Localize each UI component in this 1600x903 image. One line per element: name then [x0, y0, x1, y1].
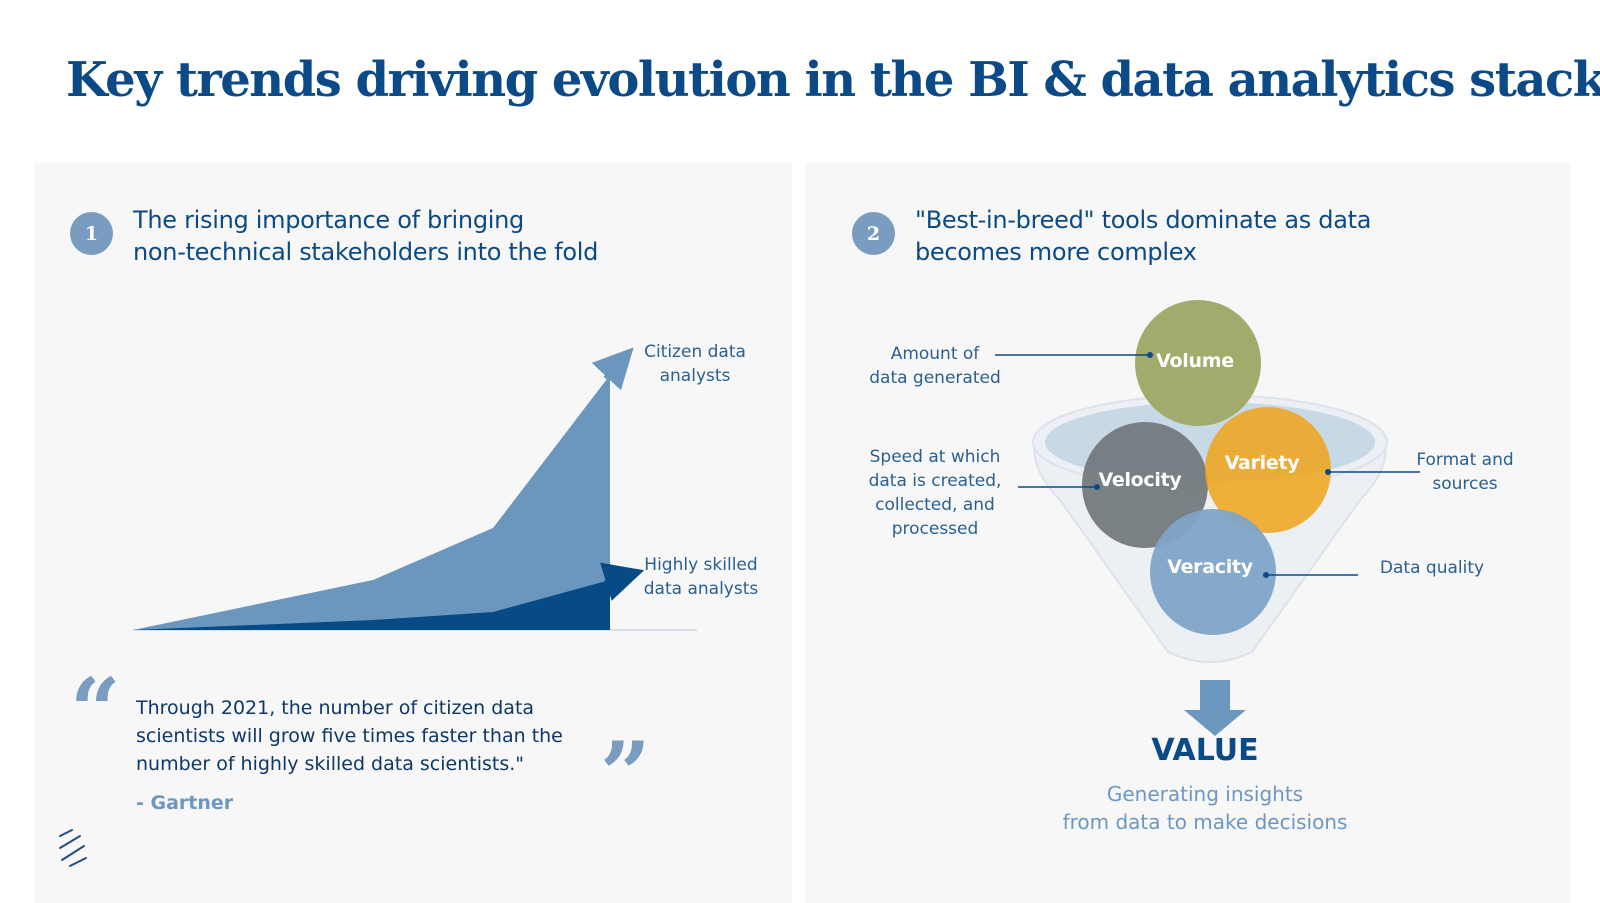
- step-number-2-badge: 2: [852, 212, 895, 255]
- skilled-analysts-arrow: [600, 562, 645, 601]
- quote-line: scientists will grow five times faster t…: [136, 725, 563, 747]
- page-title: Key trends driving evolution in the BI &…: [66, 52, 1600, 108]
- volume-description-line: data generated: [869, 368, 1001, 388]
- variety-description-line: Format and: [1416, 450, 1514, 470]
- citizen-analysts-area: [133, 375, 610, 630]
- value-subtitle-line: Generating insights: [1106, 782, 1304, 806]
- velocity-description: Speed at which data is created, collecte…: [855, 445, 1015, 541]
- down-arrow-icon: [1184, 680, 1246, 736]
- quote-line: number of highly skilled data scientists…: [136, 753, 525, 775]
- veracity-connector-dot: [1263, 572, 1269, 578]
- velocity-description-line: collected, and: [875, 495, 995, 515]
- variety-description-line: sources: [1432, 474, 1498, 494]
- variety-connector-dot: [1325, 469, 1331, 475]
- trend-1-heading: The rising importance of bringing non-te…: [133, 204, 598, 268]
- velocity-connector-dot: [1094, 484, 1100, 490]
- quote-author: - Gartner: [136, 792, 234, 814]
- volume-description-line: Amount of: [890, 344, 980, 364]
- velocity-circle: [1082, 422, 1208, 548]
- quote-line: Through 2021, the number of citizen data: [136, 697, 535, 719]
- trend-1-heading-line: The rising importance of bringing: [133, 206, 524, 234]
- veracity-label: Veracity: [1167, 556, 1253, 578]
- quote-open-icon: “: [70, 658, 121, 762]
- gartner-quote: Through 2021, the number of citizen data…: [136, 694, 606, 778]
- veracity-circle: [1150, 509, 1276, 635]
- variety-label: Variety: [1224, 452, 1300, 474]
- velocity-label: Velocity: [1098, 469, 1182, 491]
- trend-1-heading-line: non-technical stakeholders into the fold: [133, 238, 599, 266]
- citizen-analysts-arrow: [591, 347, 634, 391]
- skilled-analysts-label: Highly skilled data analysts: [636, 553, 766, 601]
- volume-label: Volume: [1156, 350, 1234, 372]
- velocity-description-line: data is created,: [868, 471, 1002, 491]
- citizen-analysts-label: Citizen data analysts: [630, 340, 760, 388]
- volume-connector-dot: [1147, 352, 1153, 358]
- velocity-description-line: processed: [891, 519, 979, 539]
- veracity-description-line: Data quality: [1379, 558, 1485, 578]
- trend-2-heading-line: becomes more complex: [915, 238, 1197, 266]
- value-title: VALUE: [1151, 733, 1259, 768]
- skilled-analysts-area: [133, 580, 610, 630]
- skilled-analysts-label-line: Highly skilled: [644, 555, 758, 575]
- trend-1-panel: [35, 163, 792, 903]
- velocity-description-line: Speed at which: [869, 447, 1001, 467]
- veracity-description: Data quality: [1362, 556, 1502, 580]
- trend-2-heading: "Best-in-breed" tools dominate as data b…: [915, 204, 1371, 268]
- skilled-analysts-label-line: data analysts: [643, 579, 759, 599]
- citizen-analysts-label-line: analysts: [659, 366, 731, 386]
- quote-close-icon: ”: [600, 722, 651, 826]
- volume-circle: [1135, 300, 1261, 426]
- step-number-1-badge: 1: [70, 212, 113, 255]
- volume-description: Amount of data generated: [855, 342, 1015, 390]
- value-subtitle-line: from data to make decisions: [1062, 810, 1348, 834]
- value-subtitle: Generating insights from data to make de…: [1030, 780, 1380, 836]
- brand-logo-icon: [59, 829, 87, 867]
- citizen-analysts-label-line: Citizen data: [644, 342, 746, 362]
- trend-2-heading-line: "Best-in-breed" tools dominate as data: [915, 206, 1372, 234]
- variety-circle: [1205, 407, 1331, 533]
- variety-description: Format and sources: [1405, 448, 1525, 496]
